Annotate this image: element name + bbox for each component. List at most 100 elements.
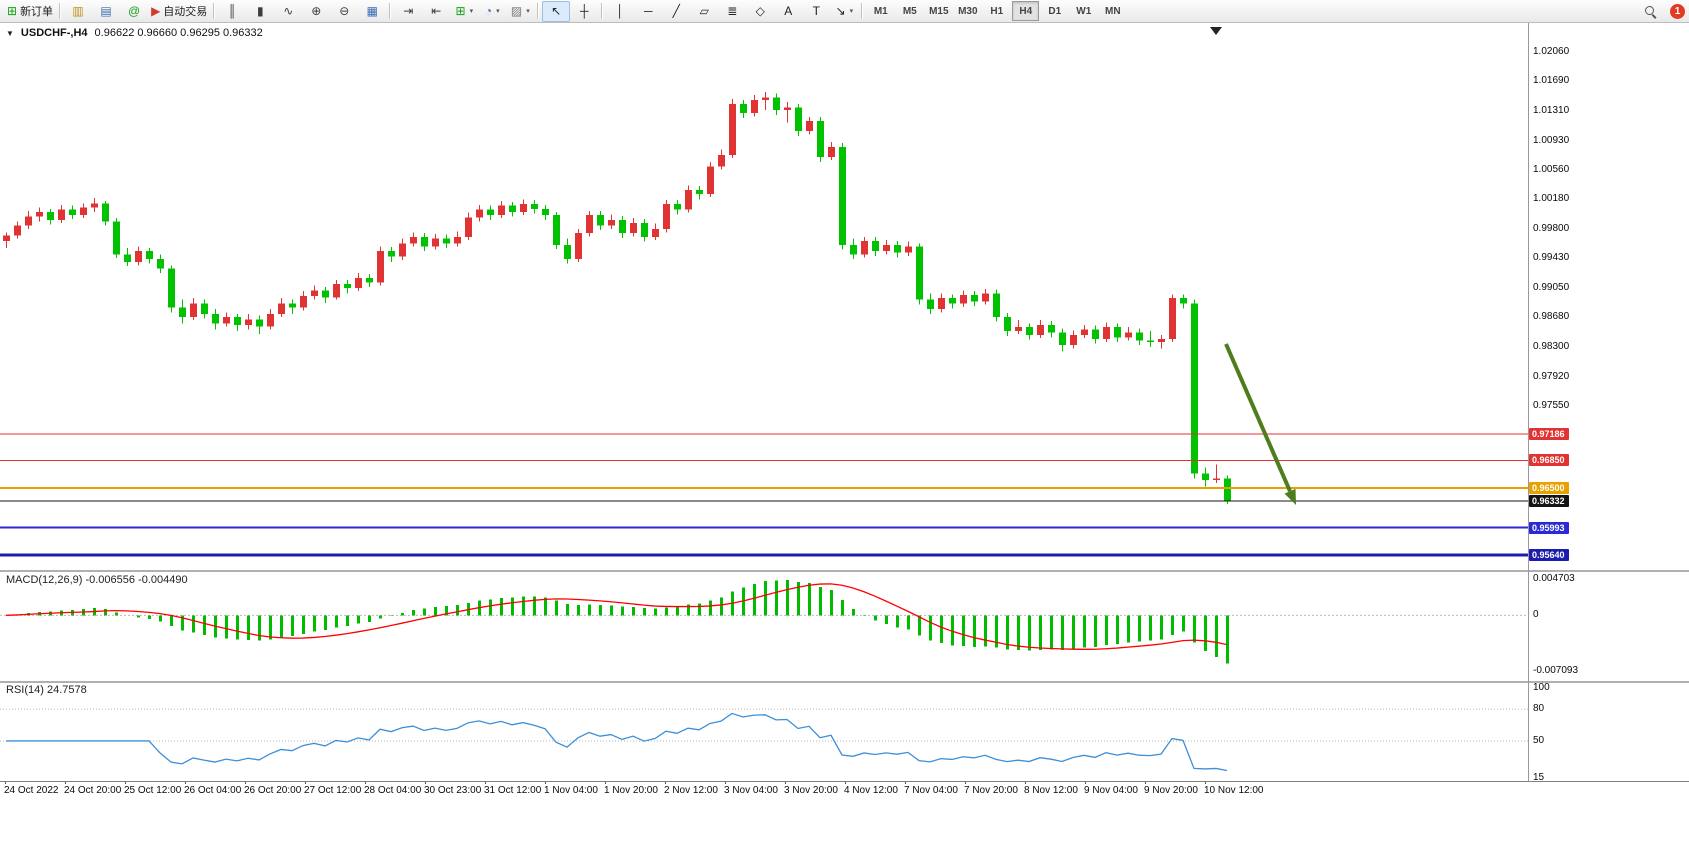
periods-button[interactable]: ◔ ▾: [478, 1, 506, 22]
price-line-label[interactable]: 0.95993: [1529, 521, 1569, 534]
timeframe-m1-button[interactable]: M1: [873, 5, 888, 17]
arrows-button[interactable]: ↘ ▾: [830, 1, 858, 22]
rsi-axis-tick: 100: [1533, 682, 1550, 693]
indicators-button[interactable]: ⊞ ▾: [450, 1, 478, 22]
rsi-axis-tick: 15: [1533, 772, 1545, 783]
candlestick-chart-type-button[interactable]: ▮: [246, 1, 274, 22]
notification-badge[interactable]: 1: [1670, 3, 1685, 19]
toolbar-separator: [601, 3, 604, 19]
templates-button[interactable]: ▨ ▾: [506, 1, 534, 22]
time-axis-separator: [0, 781, 1689, 782]
search-button[interactable]: [1636, 1, 1664, 22]
timeframe-h4-button[interactable]: H4: [1012, 1, 1040, 21]
price-axis-tick: 0.99800: [1533, 223, 1570, 235]
vertical-line-button[interactable]: │: [606, 1, 634, 22]
tile-windows-button[interactable]: ▦: [358, 1, 386, 22]
panel-separator[interactable]: [0, 570, 1689, 572]
time-axis-label: 2 Nov 12:00: [664, 785, 718, 796]
macd-axis-tick: 0.004703: [1533, 572, 1575, 584]
time-axis-label: 30 Oct 23:00: [424, 785, 482, 796]
price-axis-tick: 1.02060: [1533, 46, 1570, 58]
line-chart-type-button[interactable]: ∿: [274, 1, 302, 22]
channel-icon: ▱: [699, 4, 709, 18]
search-icon: [1644, 5, 1657, 18]
time-axis-label: 4 Nov 12:00: [844, 785, 898, 796]
time-axis-label: 7 Nov 04:00: [904, 785, 958, 796]
toolbar-separator: [213, 3, 216, 19]
crosshair-icon: ┼: [580, 4, 589, 18]
fibonacci-button[interactable]: ≣: [718, 1, 746, 22]
time-axis-label: 10 Nov 12:00: [1204, 785, 1264, 796]
price-line-label[interactable]: 0.95640: [1529, 549, 1569, 562]
text-label-button[interactable]: T: [802, 1, 830, 22]
shapes-icon: ◇: [755, 4, 765, 18]
equidistant-channel-button[interactable]: ▱: [690, 1, 718, 22]
timeframe-m30-button[interactable]: M30: [958, 5, 978, 17]
symbol-info: ▼ USDCHF-,H4 0.96622 0.96660 0.96295 0.9…: [6, 27, 263, 39]
time-axis-label: 9 Nov 20:00: [1144, 785, 1198, 796]
timeframe-d1-button[interactable]: D1: [1048, 5, 1062, 17]
bar-chart-type-button[interactable]: ║: [218, 1, 246, 22]
zoom-in-icon: ⊕: [311, 4, 322, 18]
auto-trading-button[interactable]: ▶ 自动交易: [148, 1, 210, 22]
price-axis-border: [1528, 23, 1529, 781]
timeframe-w1-button[interactable]: W1: [1076, 5, 1092, 17]
text-button[interactable]: A: [774, 1, 802, 22]
zoom-out-icon: ⊖: [339, 4, 350, 18]
tile-windows-icon: ▦: [366, 4, 378, 18]
price-line-label[interactable]: 0.96850: [1529, 454, 1569, 467]
cursor-icon: ↖: [551, 4, 562, 18]
time-axis-label: 3 Nov 04:00: [724, 785, 778, 796]
new-order-button[interactable]: ⊞ 新订单: [4, 1, 56, 22]
fibonacci-icon: ≣: [727, 4, 738, 18]
price-axis-tick: 0.98300: [1533, 340, 1570, 352]
zoom-out-button[interactable]: ⊖: [330, 1, 358, 22]
down-trend-arrow[interactable]: [1224, 343, 1296, 505]
shapes-button[interactable]: ◇: [746, 1, 774, 22]
toolbar-separator: [59, 3, 62, 19]
collapse-chart-icon[interactable]: ▼: [6, 28, 14, 38]
horizontal-line-button[interactable]: ─: [634, 1, 662, 22]
price-line-label[interactable]: 0.97186: [1529, 428, 1569, 441]
rsi-panel: [0, 708, 1528, 772]
cursor-button[interactable]: ↖: [542, 0, 571, 22]
candles-series[interactable]: [3, 92, 1231, 504]
panel-separator[interactable]: [0, 681, 1689, 683]
price-line-label[interactable]: 0.96332: [1529, 495, 1569, 507]
market-watch-icon: ▥: [72, 4, 84, 18]
toolbar-separator: [537, 3, 540, 19]
price-line-label[interactable]: 0.96500: [1529, 481, 1569, 494]
timeframe-m5-button[interactable]: M5: [902, 5, 917, 17]
zoom-in-button[interactable]: ⊕: [302, 1, 330, 22]
price-axis-tick: 1.00930: [1533, 134, 1570, 146]
price-axis-tick: 0.97550: [1533, 399, 1570, 411]
time-axis-label: 24 Oct 2022: [4, 785, 59, 796]
timeframe-h1-button[interactable]: H1: [990, 5, 1004, 17]
line-chart-icon: ∿: [283, 4, 294, 18]
navigator-button[interactable]: ▤: [92, 1, 120, 22]
rsi-axis-tick: 80: [1533, 703, 1545, 715]
terminal-button[interactable]: @: [120, 1, 148, 22]
chevron-down-icon: ▾: [496, 8, 500, 15]
macd-axis-tick: -0.007093: [1533, 664, 1579, 676]
price-axis-tick: 0.99430: [1533, 252, 1570, 264]
toolbar-separator: [861, 3, 864, 19]
auto-scroll-button[interactable]: ⇥: [394, 1, 422, 22]
price-axis-tick: 1.01690: [1533, 75, 1570, 87]
chart-shift-button[interactable]: ⇤: [422, 1, 450, 22]
bar-chart-icon: ║: [228, 4, 237, 18]
market-watch-button[interactable]: ▥: [64, 1, 92, 22]
trendline-button[interactable]: ╱: [662, 1, 690, 22]
trendline-icon: ╱: [672, 4, 680, 18]
time-axis-label: 28 Oct 04:00: [364, 785, 422, 796]
macd-indicator-label: MACD(12,26,9) -0.006556 -0.004490: [6, 574, 188, 586]
auto-scroll-icon: ⇥: [403, 4, 414, 18]
ohlc-readout: 0.96622 0.96660 0.96295 0.96332: [94, 27, 263, 39]
navigator-icon: ▤: [100, 4, 112, 18]
crosshair-button[interactable]: ┼: [570, 1, 598, 22]
timeframe-m15-button[interactable]: M15: [929, 5, 949, 17]
timeframe-mn-button[interactable]: MN: [1105, 5, 1121, 17]
time-axis-label: 9 Nov 04:00: [1084, 785, 1138, 796]
price-axis-tick: 1.00560: [1533, 163, 1570, 175]
